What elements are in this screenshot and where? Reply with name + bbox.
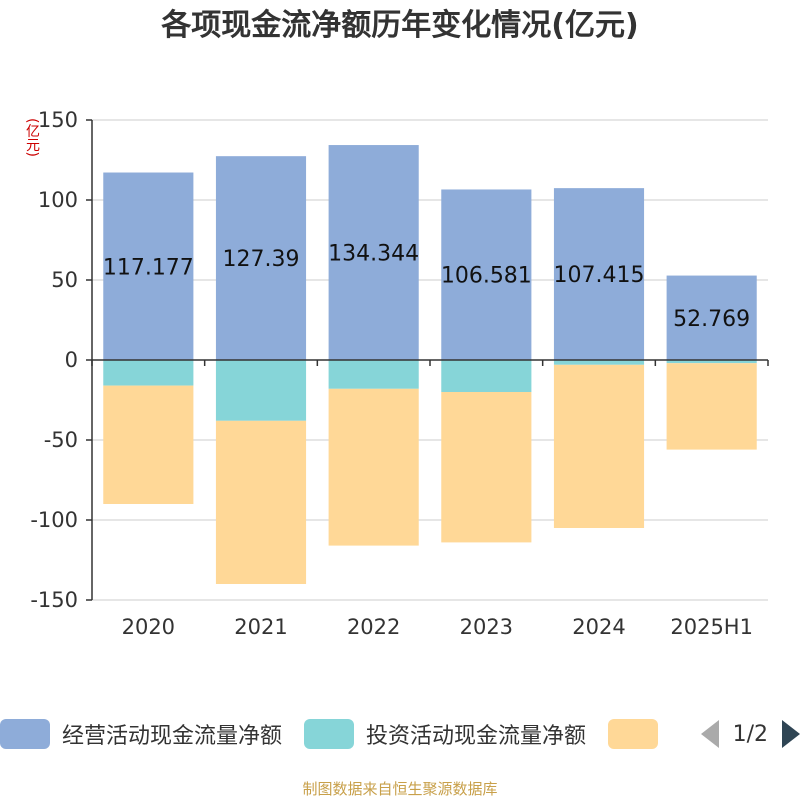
data-label-2022: 134.344 [328, 242, 419, 267]
y-tick-label-0: 150 [38, 108, 78, 132]
bar-s0-2023[interactable] [441, 189, 532, 360]
y-tick-label-2: 50 [51, 268, 78, 292]
legend-label-operating: 经营活动现金流量净额 [62, 724, 283, 749]
bar-s2-2025H1[interactable] [666, 363, 757, 450]
legend-prev-icon[interactable] [700, 720, 719, 748]
bar-s0-2024[interactable] [553, 188, 645, 360]
bars [103, 145, 757, 584]
legend-item-financing[interactable] [608, 719, 670, 749]
bar-s1-2021[interactable] [215, 360, 307, 421]
legend-pager: 1/2 [678, 714, 800, 754]
bar-s2-2024[interactable] [553, 364, 645, 528]
legend-next-icon[interactable] [782, 720, 800, 748]
legend-swatch-investing [304, 719, 355, 749]
data-label-2020: 117.177 [103, 255, 194, 280]
bar-s1-2024[interactable] [553, 360, 645, 365]
data-label-2024: 107.415 [554, 263, 645, 288]
bar-s2-2020[interactable] [103, 385, 194, 504]
bar-s1-2022[interactable] [328, 360, 419, 389]
data-label-2021: 127.39 [223, 247, 300, 272]
legend-item-operating[interactable]: 经营活动现金流量净额 [0, 718, 282, 750]
data-source-note: 制图数据来自恒生聚源数据库 [302, 780, 498, 798]
chart-title: 各项现金流净额历年变化情况(亿元) [161, 8, 639, 43]
bar-s0-2021[interactable] [215, 156, 307, 360]
bar-s1-2020[interactable] [103, 360, 194, 386]
x-tick-label-2022: 2022 [347, 615, 400, 639]
x-tick-label-2023: 2023 [460, 615, 513, 639]
axes: 150 100 50 0 -50 -100 -150 2020 2021 2022 2023 2024… [30, 108, 769, 639]
x-tick-label-2020: 2020 [122, 615, 175, 639]
legend-swatch-financing [608, 719, 659, 749]
y-axis-unit-label: (亿元) [24, 118, 40, 157]
x-tick-label-2021: 2021 [234, 615, 287, 639]
grid-lines [92, 119, 768, 601]
y-tick-label-5: -100 [30, 508, 78, 532]
data-labels: 117.177 127.39 134.344 106.581 107.415 52.769 [103, 242, 750, 332]
legend-swatch-operating [0, 719, 50, 749]
y-tick-label-1: 100 [38, 188, 78, 212]
bar-s0-2020[interactable] [103, 172, 194, 360]
legend-page-indicator: 1/2 [732, 721, 768, 747]
y-tick-label-6: -150 [30, 588, 78, 612]
legend: 经营活动现金流量净额 投资活动现金流量净额 [0, 714, 800, 754]
bar-s1-2025H1[interactable] [666, 360, 757, 364]
bar-s1-2023[interactable] [441, 360, 532, 392]
data-label-2025H1: 52.769 [673, 307, 750, 332]
data-label-2023: 106.581 [441, 264, 532, 289]
bar-chart: 150 100 50 0 -50 -100 -150 2020 2021 2022 2023 2024… [30, 108, 769, 639]
bar-s0-2025H1[interactable] [666, 275, 757, 360]
bar-s0-2022[interactable] [328, 145, 419, 360]
bar-s2-2022[interactable] [328, 388, 419, 546]
y-tick-label-4: -50 [44, 428, 78, 452]
bar-s2-2021[interactable] [215, 420, 307, 584]
bar-s2-2023[interactable] [441, 392, 532, 543]
legend-label-investing: 投资活动现金流量净额 [366, 724, 587, 749]
x-tick-label-2024: 2024 [572, 615, 625, 639]
legend-item-investing[interactable]: 投资活动现金流量净额 [304, 718, 586, 750]
x-tick-label-2025H1: 2025H1 [670, 615, 753, 639]
y-tick-label-3: 0 [65, 348, 78, 372]
